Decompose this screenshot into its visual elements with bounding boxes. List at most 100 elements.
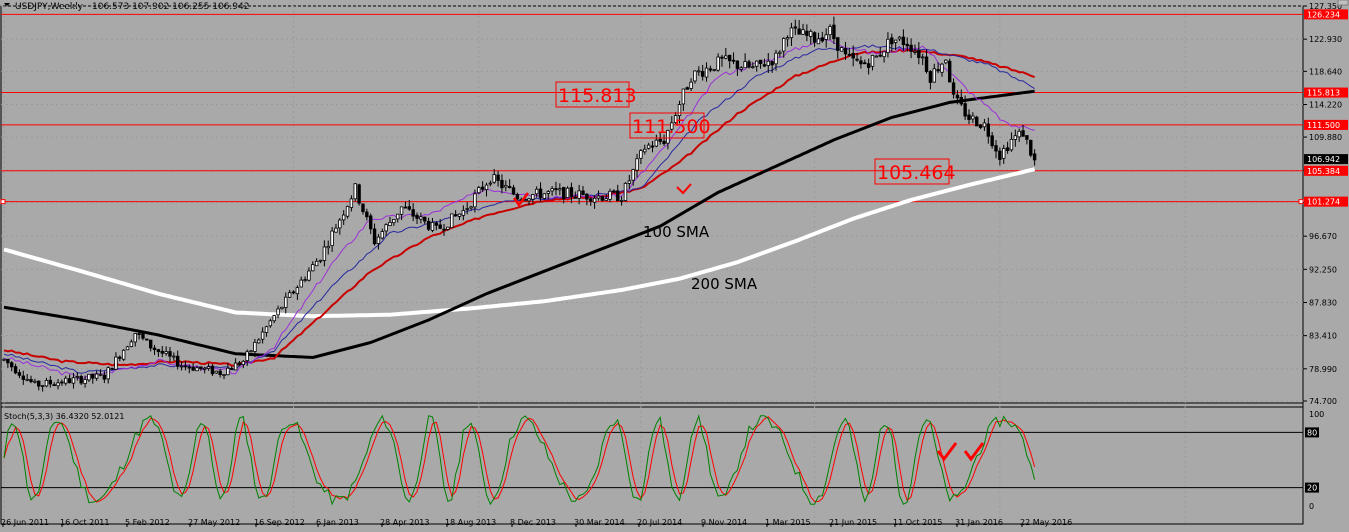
symbol-dropdown-icon[interactable] (4, 3, 10, 7)
candle (863, 59, 867, 65)
candle (172, 352, 176, 361)
stoch-signal-line (3, 416, 1036, 503)
candle (2, 358, 6, 362)
check-mark-icon (676, 183, 692, 195)
candle (214, 370, 218, 374)
candle (411, 203, 415, 222)
candle (616, 184, 620, 202)
candle (697, 66, 701, 76)
candle (1002, 144, 1006, 164)
candle (423, 216, 427, 225)
candle (110, 367, 114, 370)
candle (114, 352, 118, 371)
candle (106, 366, 110, 384)
candle (299, 276, 303, 288)
candle (168, 346, 172, 362)
candle (164, 346, 168, 356)
candle (662, 134, 666, 146)
candle (13, 363, 18, 375)
sma-200-line (3, 167, 1036, 319)
candle (52, 382, 56, 387)
candle (37, 380, 41, 391)
candle (755, 60, 759, 72)
candle (191, 363, 195, 372)
candle (230, 366, 234, 370)
candle (700, 64, 705, 81)
candle (376, 233, 381, 250)
candle (102, 371, 107, 384)
candle (990, 132, 994, 149)
candle (249, 350, 253, 353)
candle (326, 240, 330, 255)
candle (789, 22, 794, 46)
candle (241, 359, 246, 369)
candle (272, 314, 276, 324)
candle (623, 182, 628, 202)
candle (496, 170, 500, 187)
candle (399, 206, 404, 221)
candle (928, 70, 933, 90)
candle (762, 58, 767, 68)
close-icon[interactable] (1337, 0, 1349, 6)
candle (91, 373, 95, 384)
candle (967, 109, 971, 125)
candle (716, 53, 720, 72)
x-tick-label: 22 May 2016 (1020, 518, 1072, 527)
candle (874, 55, 879, 58)
candle (218, 368, 222, 378)
y-tick-label: 92.250 (1309, 265, 1337, 274)
candle (295, 285, 300, 301)
candle (44, 377, 49, 388)
candle (94, 370, 99, 381)
level-tag-label: 101.274 (1307, 198, 1340, 207)
candle (314, 258, 319, 267)
candle (932, 63, 936, 83)
candle (330, 227, 334, 252)
candle (565, 186, 570, 198)
candle (372, 223, 377, 246)
candle (222, 374, 226, 380)
candle (71, 372, 76, 389)
candle (843, 41, 848, 60)
x-tick-label: 18 Aug 2013 (445, 518, 496, 527)
candle (396, 213, 400, 223)
grid (1, 5, 1303, 524)
candle (550, 186, 554, 196)
candle (851, 45, 855, 67)
candle (585, 193, 589, 206)
candle (782, 37, 786, 58)
candle (507, 179, 512, 189)
candle (21, 370, 25, 385)
candle (766, 53, 770, 74)
check-mark-icon (512, 192, 529, 208)
sma-200-label: 200 SMA (691, 275, 758, 293)
candle (504, 180, 508, 192)
candle (1013, 129, 1018, 147)
candle (233, 358, 238, 371)
candle (1021, 124, 1025, 137)
stochastic-panel: Stoch(5,3,3) 36.4320 52.0121 100 80 20 0 (1, 410, 1324, 511)
candle (237, 360, 242, 367)
candle (959, 89, 963, 107)
candle (681, 88, 686, 111)
candle (708, 65, 713, 73)
candle (515, 192, 520, 201)
x-tick-label: 28 Apr 2013 (380, 518, 429, 527)
candle (469, 205, 473, 211)
candle (438, 218, 442, 230)
level-handle[interactable] (1298, 199, 1304, 205)
candle (442, 223, 446, 236)
candle (866, 58, 871, 75)
candle (257, 338, 261, 344)
candle (145, 338, 149, 341)
level-handle[interactable] (0, 199, 6, 205)
candle (704, 62, 709, 82)
candle (870, 54, 875, 71)
candle (824, 28, 828, 48)
candle (538, 182, 543, 202)
candle (430, 218, 435, 233)
y-tick-label: 96.670 (1309, 232, 1337, 241)
candle (527, 198, 531, 206)
level-tag (1304, 119, 1348, 130)
